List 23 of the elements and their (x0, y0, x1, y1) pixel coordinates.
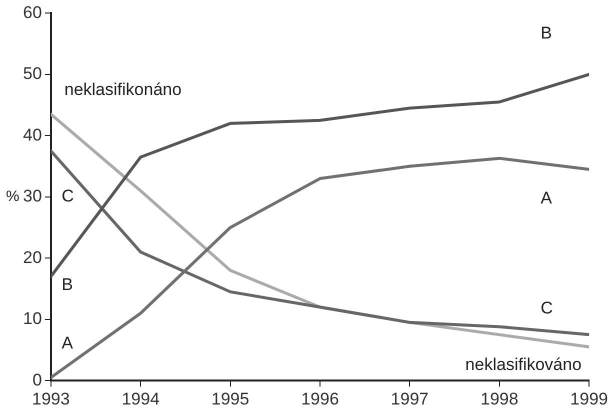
series-label: A (540, 188, 553, 208)
y-axis-title: % (6, 188, 20, 206)
annotation: C (62, 186, 74, 206)
series-label: C (540, 298, 553, 318)
series-label: neklasifikováno (465, 354, 582, 374)
x-tick-label: 1996 (301, 389, 339, 408)
y-tick-label: 60 (22, 2, 42, 22)
y-tick-label: 20 (22, 248, 42, 267)
annotation: neklasifikonáno (64, 80, 182, 100)
y-tick-label: 40 (22, 125, 42, 144)
x-tick-label: 1998 (480, 389, 518, 408)
y-tick-label: 30 (22, 186, 42, 206)
annotation: A (62, 334, 74, 353)
x-tick-label: 1993 (32, 389, 70, 408)
x-tick-label: 1999 (570, 389, 608, 408)
x-tick-label: 1995 (211, 389, 250, 408)
x-tick-label: 1997 (390, 389, 429, 408)
x-tick-label: 1994 (122, 389, 160, 408)
annotation: B (62, 274, 74, 294)
text: B (540, 24, 552, 43)
y-tick-label: 10 (22, 309, 42, 328)
y-tick-label: 50 (22, 64, 42, 84)
y-tick-label: 0 (32, 370, 42, 390)
